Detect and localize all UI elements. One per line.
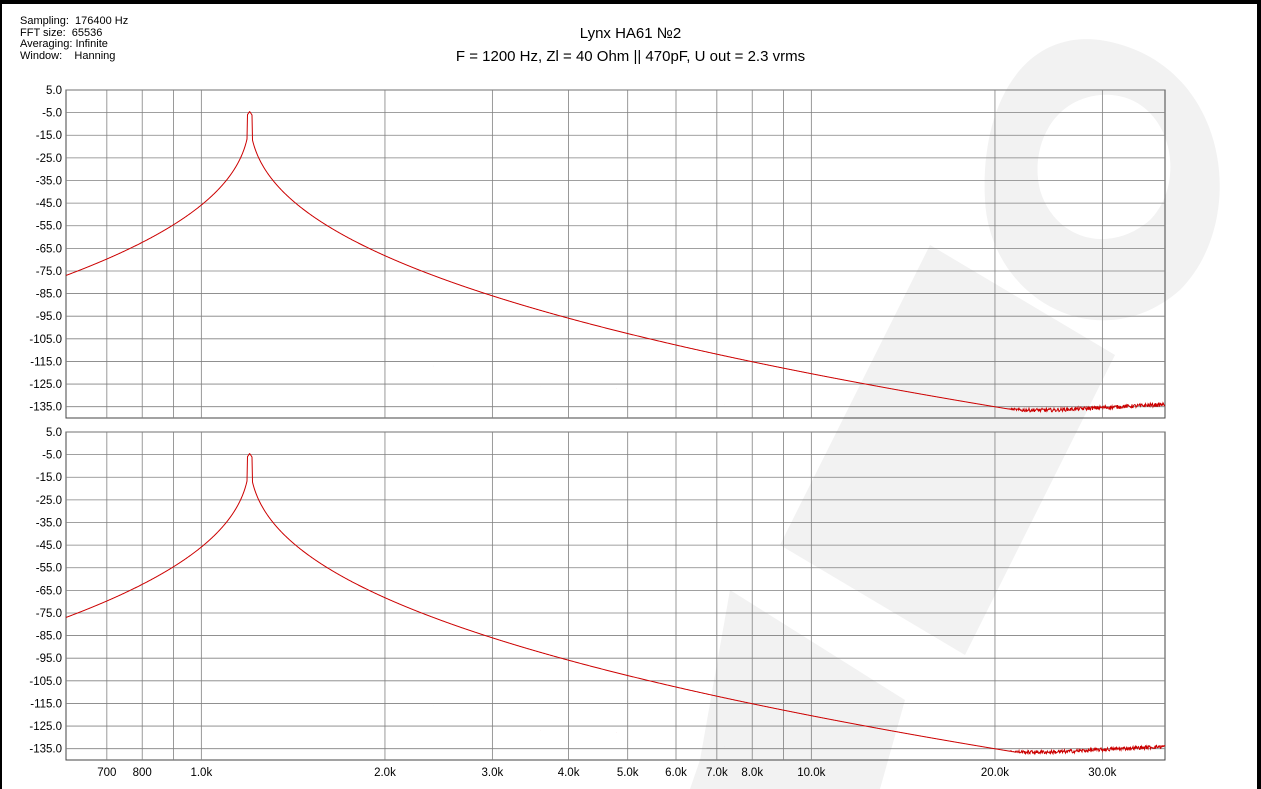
spectrum-trace-1 — [65, 110, 1166, 414]
y-tick-label: -25.0 — [36, 153, 62, 165]
y-tick-label: -35.0 — [36, 517, 62, 529]
y-tick-label: -15.0 — [36, 472, 62, 484]
info-label: Averaging: — [20, 38, 73, 50]
y-tick-label: -45.0 — [36, 198, 62, 210]
x-tick-label: 6.0k — [665, 767, 687, 779]
info-label: Window: — [20, 49, 63, 62]
y-tick-label: 5.0 — [46, 427, 62, 439]
x-tick-label: 5.0k — [617, 767, 639, 779]
y-tick-label: -115.0 — [30, 356, 62, 368]
x-tick-label: 700 — [97, 767, 116, 779]
measurement-info: Sampling: 176400 Hz FFT size: 65536 Aver… — [20, 15, 129, 63]
chart-title: Lynx HA61 №2 — [579, 25, 682, 42]
y-tick-label: 5.0 — [46, 85, 62, 97]
info-sampling: Sampling: 176400 Hz — [20, 15, 129, 28]
watermark-logo — [690, 39, 1220, 789]
x-tick-label: 30.0k — [1088, 767, 1116, 779]
info-label: FFT size: — [20, 26, 66, 39]
y-tick-label: -85.0 — [36, 289, 62, 301]
x-tick-label: 8.0k — [741, 767, 763, 779]
info-averaging: Averaging: Infinite — [20, 38, 128, 51]
x-tick-label: 3.0k — [481, 767, 503, 779]
y-tick-label: -135.0 — [29, 402, 62, 414]
x-tick-label: 10.0k — [797, 767, 825, 779]
y-tick-label: -55.0 — [36, 221, 62, 233]
spectrum-trace-2 — [65, 452, 1166, 756]
chart-subtitle: F = 1200 Hz, Zl = 40 Ohm || 470pF, U out… — [455, 48, 806, 65]
y-tick-label: -85.0 — [36, 631, 62, 643]
info-value: 176400 Hz — [75, 15, 129, 27]
info-window: Window: Hanning — [20, 49, 128, 63]
x-tick-label: 4.0k — [558, 767, 580, 779]
x-tick-label: 2.0k — [374, 767, 396, 779]
y-tick-label: -35.0 — [36, 175, 62, 187]
y-tick-label: -55.0 — [36, 563, 62, 575]
x-tick-label: 800 — [133, 767, 152, 779]
x-tick-label: 1.0k — [190, 767, 212, 779]
info-label: Sampling: — [20, 15, 69, 27]
y-tick-label: -5.0 — [42, 108, 62, 120]
info-value: Hanning — [74, 49, 116, 62]
y-tick-label: -95.0 — [36, 311, 62, 323]
y-tick-label: -5.0 — [42, 450, 62, 462]
x-tick-label: 7.0k — [706, 767, 728, 779]
y-tick-label: -135.0 — [29, 744, 62, 756]
info-value: 65536 — [71, 26, 103, 39]
y-tick-label: -65.0 — [36, 585, 62, 597]
y-tick-label: -75.0 — [36, 608, 62, 620]
y-tick-label: -95.0 — [36, 653, 62, 665]
y-tick-label: -125.0 — [29, 379, 62, 391]
y-tick-label: -45.0 — [36, 540, 62, 552]
info-fft-size: FFT size: 65536 — [20, 26, 128, 40]
y-tick-label: -105.0 — [29, 676, 62, 688]
x-tick-label: 20.0k — [981, 767, 1009, 779]
y-tick-label: -15.0 — [36, 130, 62, 142]
y-tick-label: -75.0 — [36, 266, 62, 278]
y-tick-label: -25.0 — [36, 495, 62, 507]
y-tick-label: -105.0 — [29, 334, 62, 346]
info-value: Infinite — [75, 38, 108, 50]
y-tick-label: -125.0 — [29, 721, 62, 733]
y-tick-label: -115.0 — [30, 698, 62, 710]
y-tick-label: -65.0 — [36, 243, 62, 255]
